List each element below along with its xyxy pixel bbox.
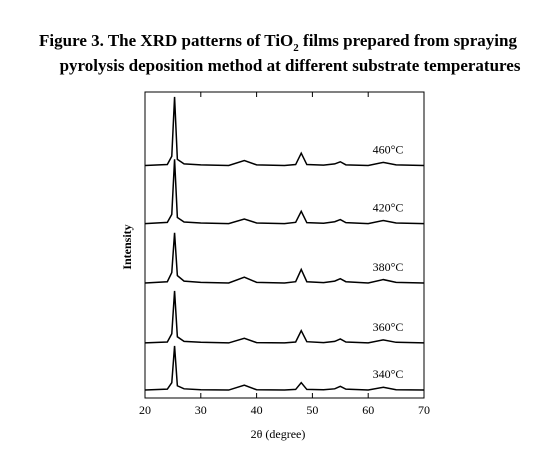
xrd-line [144,345,425,391]
series-label: 460°C [373,142,404,156]
xrd-line [144,96,425,167]
x-axis-label: 2θ (degree) [251,427,306,441]
series-label: 380°C [373,260,404,274]
series-label: 420°C [373,201,404,215]
series-label: 360°C [373,320,404,334]
plot-frame [144,91,425,399]
title-part: films prepared from spraying [299,31,518,50]
xrd-line [144,159,425,225]
title-subscript: 2 [293,42,299,54]
x-tick-label: 30 [195,403,207,417]
chart-title: Figure 3. The XRD patterns of TiO2 films… [39,31,517,54]
xrd-line [144,290,425,344]
x-tick-label: 50 [306,403,318,417]
series-label: 340°C [373,367,404,381]
y-axis-label: Intensity [120,224,134,269]
x-tick-label: 40 [251,403,263,417]
x-tick-label: 20 [139,403,151,417]
xrd-line [144,232,425,284]
chart-title-line2: pyrolysis deposition method at different… [60,56,521,75]
title-part: Figure 3. The XRD patterns of TiO [39,31,293,50]
x-tick-label: 60 [362,403,374,417]
x-tick-label: 70 [418,403,430,417]
